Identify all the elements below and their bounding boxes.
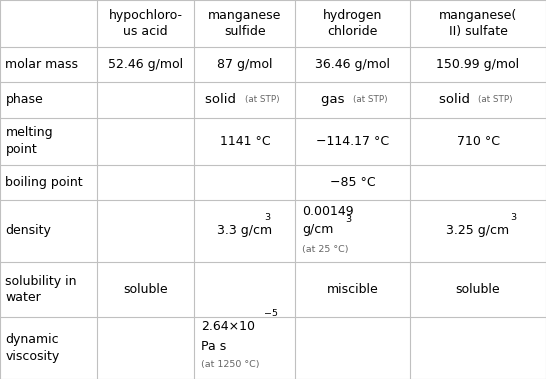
Text: 36.46 g/mol: 36.46 g/mol	[315, 58, 390, 71]
Text: 3: 3	[264, 213, 270, 222]
Text: phase: phase	[5, 94, 43, 106]
Text: (at 1250 °C): (at 1250 °C)	[201, 360, 259, 369]
Text: −114.17 °C: −114.17 °C	[316, 135, 389, 148]
Text: Pa s: Pa s	[201, 340, 226, 352]
Text: 0.00149: 0.00149	[302, 205, 354, 218]
Text: hydrogen
chloride: hydrogen chloride	[323, 9, 382, 38]
Text: soluble: soluble	[123, 283, 168, 296]
Text: hypochloro-
us acid: hypochloro- us acid	[109, 9, 183, 38]
Text: 3: 3	[511, 213, 517, 222]
Text: −5: −5	[264, 309, 277, 318]
Text: 150.99 g/mol: 150.99 g/mol	[436, 58, 520, 71]
Text: −85 °C: −85 °C	[330, 176, 376, 189]
Text: 3.3 g/cm: 3.3 g/cm	[217, 224, 272, 237]
Text: g/cm: g/cm	[302, 223, 333, 236]
Text: miscible: miscible	[327, 283, 378, 296]
Text: (at STP): (at STP)	[478, 96, 513, 105]
Text: 87 g/mol: 87 g/mol	[217, 58, 272, 71]
Text: (at 25 °C): (at 25 °C)	[302, 245, 348, 254]
Text: dynamic
viscosity: dynamic viscosity	[5, 333, 60, 363]
Text: solid: solid	[205, 94, 245, 106]
Text: manganese(
II) sulfate: manganese( II) sulfate	[439, 9, 517, 38]
Text: melting
point: melting point	[5, 126, 53, 156]
Text: gas: gas	[321, 94, 353, 106]
Text: density: density	[5, 224, 51, 237]
Text: 710 °C: 710 °C	[456, 135, 500, 148]
Text: 2.64×10: 2.64×10	[201, 320, 255, 333]
Text: 52.46 g/mol: 52.46 g/mol	[108, 58, 183, 71]
Text: 3.25 g/cm: 3.25 g/cm	[447, 224, 509, 237]
Text: molar mass: molar mass	[5, 58, 79, 71]
Text: solubility in
water: solubility in water	[5, 275, 77, 304]
Text: soluble: soluble	[456, 283, 500, 296]
Text: boiling point: boiling point	[5, 176, 83, 189]
Text: 1141 °C: 1141 °C	[219, 135, 270, 148]
Text: (at STP): (at STP)	[245, 96, 280, 105]
Text: (at STP): (at STP)	[353, 96, 387, 105]
Text: 3: 3	[346, 215, 352, 224]
Text: manganese
sulfide: manganese sulfide	[208, 9, 282, 38]
Text: solid: solid	[438, 94, 478, 106]
